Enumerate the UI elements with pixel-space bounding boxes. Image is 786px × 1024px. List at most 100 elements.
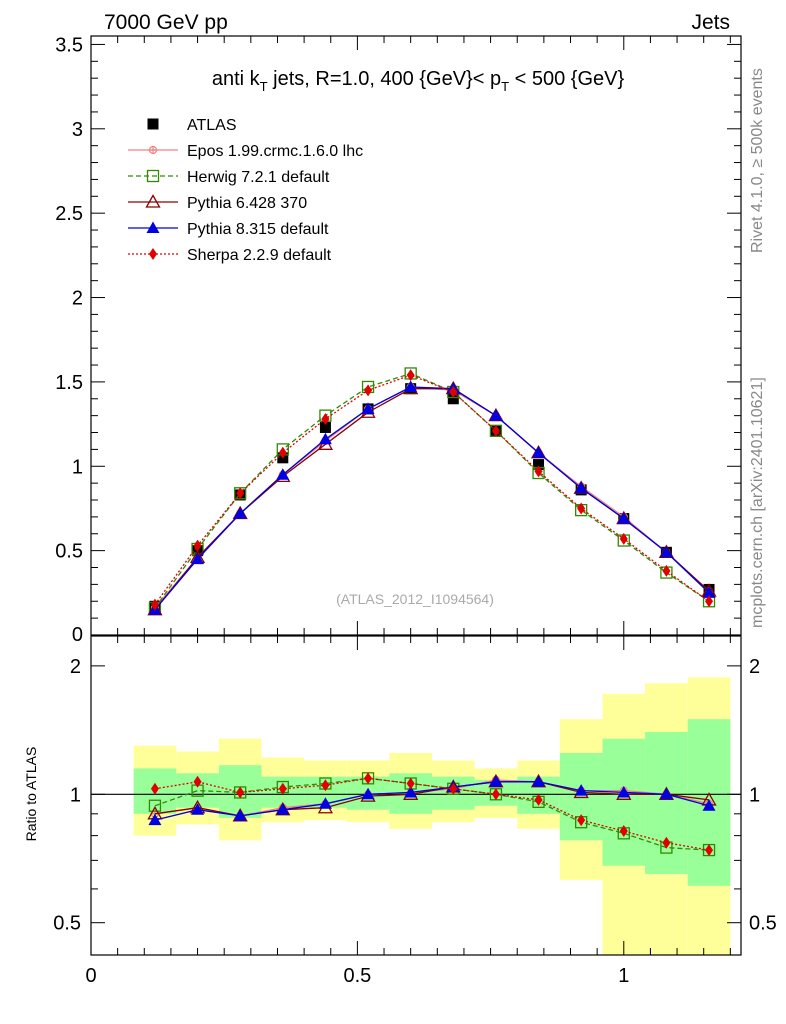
sherpa-point [406,777,415,790]
pythia8-point [404,380,418,392]
header-left: 7000 GeV pp [104,11,228,34]
pythia8-point [532,775,546,787]
legend-marker [146,169,160,183]
pythia8-point [702,799,716,811]
sherpa-point [662,564,671,577]
herwig-point [148,799,162,812]
pythia8-point [702,586,716,598]
legend-marker [147,118,159,130]
sherpa-point [278,782,287,795]
series-pythia6 [147,380,717,616]
legend-label: Herwig 7.2.1 default [187,169,330,186]
legend-item-herwig: Herwig 7.2.1 default [128,169,330,186]
sherpa-point [193,775,202,788]
ratio-uncertainty-bands [91,677,741,955]
legend-item-pythia6: Pythia 6.428 370 [128,194,307,212]
sherpa-point [236,786,245,799]
pythia8-point [617,512,631,524]
pythia8-point [191,803,205,815]
ratio-frame [90,635,742,956]
pythia8-point [318,432,332,445]
legend-label: Pythia 6.428 370 [187,195,307,212]
series-sherpa [150,369,714,611]
pythia8-point [148,813,162,826]
sherpa-point [364,772,373,785]
legend-label: Epos 1.99.crmc.1.6.0 lhc [187,143,363,160]
pythia8-point [659,787,673,800]
pythia8-point [574,481,588,494]
sherpa-point [406,369,415,382]
pythia8-point [276,468,290,480]
sherpa-point [491,788,500,801]
sherpa-point [321,413,330,426]
sherpa-point [619,532,628,545]
pythia8-point [276,803,290,815]
sherpa-point [491,424,500,437]
atlas-point [533,459,545,471]
title-part-mid: jets, R=1.0, 400 {GeV}< p [268,68,502,90]
sherpa-point [321,779,330,792]
atlas-point [447,393,459,405]
y-tick-label: 0.5 [55,541,83,563]
legend-label: Sherpa 2.2.9 default [187,247,332,264]
ratio-series-layer [147,772,717,857]
sherpa-point [619,825,628,838]
main-frame [90,35,742,636]
series-pythia8 [148,380,716,615]
ratio-y-tick-label-right: 0.5 [749,913,777,935]
pythia8-point [191,552,205,565]
title-sub-pt: T [501,79,509,94]
pythia8-point [361,787,375,800]
y-tick-label: 2.5 [55,203,83,225]
sherpa-point [193,539,202,552]
series-sherpa [150,772,714,857]
sherpa-point [534,793,543,806]
sherpa-point [705,844,714,857]
sherpa-point [577,502,586,515]
legend-marker [145,194,161,208]
title-part-pre: anti k [212,68,261,90]
ratio-ylabel: Ratio to ATLAS [23,747,39,842]
sherpa-line [154,374,710,605]
legend-label: ATLAS [187,117,237,134]
ratio-y-tick-label-right: 2 [749,656,760,678]
sherpa-point [705,595,714,608]
sherpa-point [577,814,586,827]
sherpa-line [154,777,710,851]
main-series-layer [147,367,717,616]
atlas-point [319,421,331,433]
ratio-y-tick-label-right: 1 [749,784,760,806]
y-tick-label: 3 [72,119,83,141]
sherpa-point [364,384,373,397]
main-panel: (ATLAS_2012_I1094564) anti kT jets, R=1.… [55,34,742,646]
y-zero-label: 0 [72,624,83,646]
pythia8-point [659,545,673,558]
ratio-panel: 0.5 0.5 1 1 2 2 0 0.5 1 Ratio to ATLAS [23,635,777,987]
y-tick-label: 1.5 [55,372,83,394]
legend-marker [146,221,160,233]
header-right: Jets [691,11,730,34]
green-band [645,731,688,875]
pythia8-point [318,797,332,809]
sherpa-point [449,386,458,399]
green-band [602,738,646,866]
pythia8-point [532,446,546,458]
sherpa-point [150,598,159,611]
x-tick-label: 1 [618,965,629,987]
herwig-line [154,372,710,609]
sherpa-point [236,487,245,500]
x-tick-label: 0.5 [343,965,371,987]
pythia8-point [617,785,631,798]
chart-title: anti kT jets, R=1.0, 400 {GeV}< pT < 500… [212,68,625,94]
y-tick-label: 2 [72,288,83,310]
pythia8-point [489,775,503,787]
pythia8-line [154,781,710,821]
ratio-y-tick-label: 0.5 [53,913,81,935]
legend-item-epos: Epos 1.99.crmc.1.6.0 lhc [128,143,363,160]
rivet-label: Rivet 4.1.0, ≥ 500k events [749,68,766,253]
legend-label: Pythia 8.315 default [187,221,329,238]
legend-marker [149,248,157,260]
x-tick-label: 0 [85,965,96,987]
mcplots-label: mcplots.cern.ch [arXiv:2401.10621] [749,377,766,628]
